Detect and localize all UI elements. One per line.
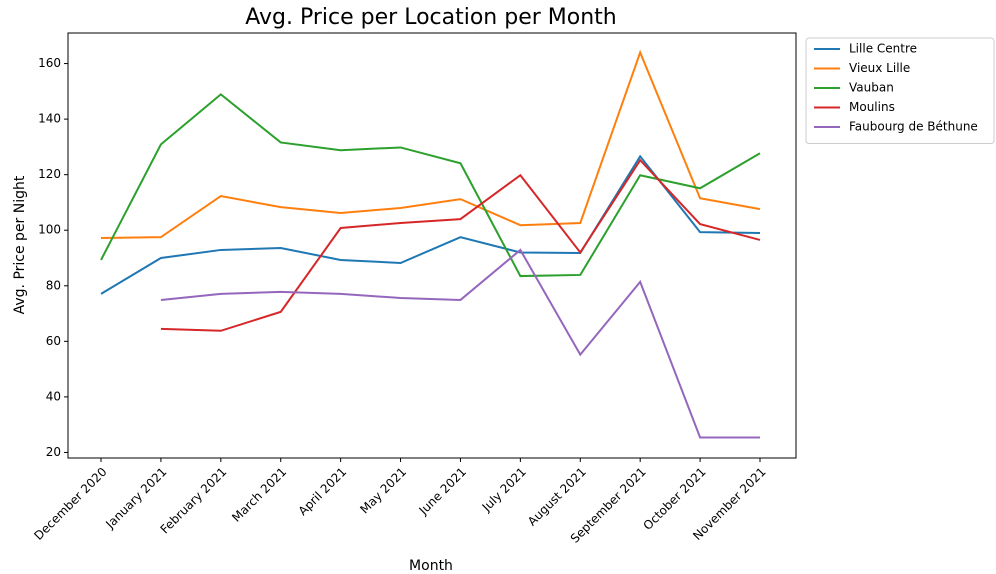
y-tick-label: 120	[38, 167, 61, 181]
y-tick-label: 20	[46, 445, 61, 459]
legend-label: Moulins	[849, 100, 895, 114]
x-tick-label: August 2021	[525, 465, 589, 529]
series-line	[160, 158, 761, 332]
series-line	[160, 248, 760, 439]
x-tick-label: July 2021	[479, 465, 529, 515]
y-tick-label: 40	[46, 389, 61, 403]
x-tick-label: June 2021	[416, 465, 469, 518]
legend-box	[805, 37, 995, 144]
series-line	[100, 49, 761, 239]
plot-frame	[67, 32, 797, 459]
y-tick-label: 140	[38, 112, 61, 126]
x-tick-label: March 2021	[229, 465, 289, 525]
y-tick-label: 160	[38, 56, 61, 70]
legend-label: Vieux Lille	[849, 61, 910, 75]
x-tick-label: May 2021	[357, 465, 409, 517]
y-tick-label: 100	[38, 223, 61, 237]
y-tick-label: 80	[46, 278, 61, 292]
x-tick-label: January 2021	[102, 465, 169, 532]
legend-label: Vauban	[849, 81, 894, 95]
chart-title: Avg. Price per Location per Month	[245, 5, 616, 30]
y-tick-label: 60	[46, 334, 61, 348]
x-axis-label: Month	[409, 558, 453, 574]
x-tick-label: April 2021	[296, 465, 350, 519]
series-line	[100, 154, 761, 295]
x-tick-label: December 2020	[31, 465, 109, 543]
y-axis-label: Avg. Price per Night	[12, 175, 28, 314]
series-line	[100, 93, 761, 278]
x-tick-label: October 2021	[641, 465, 709, 533]
legend-label: Faubourg de Béthune	[849, 120, 978, 134]
legend-label: Lille Centre	[849, 42, 917, 56]
